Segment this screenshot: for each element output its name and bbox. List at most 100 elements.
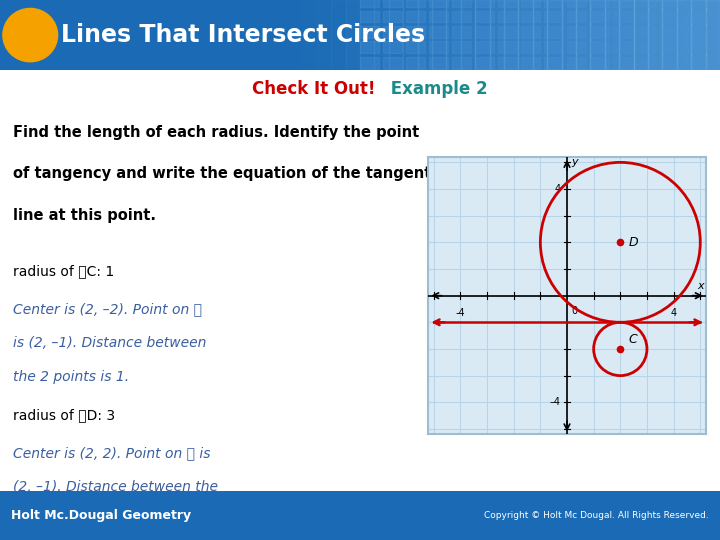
Bar xyxy=(544,26,563,38)
Bar xyxy=(613,10,632,23)
Bar xyxy=(360,10,379,23)
Bar xyxy=(634,0,648,70)
Bar xyxy=(590,0,609,7)
Text: Find the length of each radius. Identify the point: Find the length of each radius. Identify… xyxy=(13,125,419,140)
Bar xyxy=(636,42,655,53)
Bar xyxy=(683,26,701,38)
Bar xyxy=(360,26,379,38)
Circle shape xyxy=(3,9,58,62)
Bar xyxy=(521,57,540,69)
Bar xyxy=(429,42,448,53)
Bar xyxy=(567,42,586,53)
Bar xyxy=(461,0,475,70)
Bar xyxy=(660,57,678,69)
Bar xyxy=(660,26,678,38)
Bar xyxy=(475,42,494,53)
Bar xyxy=(706,0,720,70)
Bar xyxy=(498,0,517,7)
Text: Copyright © Holt Mc Dougal. All Rights Reserved.: Copyright © Holt Mc Dougal. All Rights R… xyxy=(485,511,709,520)
Bar xyxy=(660,0,678,7)
Text: 2 points is 3.: 2 points is 3. xyxy=(13,514,102,528)
Bar xyxy=(490,0,504,70)
Bar xyxy=(613,57,632,69)
Bar xyxy=(590,57,609,69)
Bar xyxy=(288,0,302,70)
Bar xyxy=(360,42,379,53)
Bar xyxy=(432,0,446,70)
Bar xyxy=(533,0,547,70)
Text: line at this point.: line at this point. xyxy=(13,208,156,223)
Text: Lines That Intersect Circles: Lines That Intersect Circles xyxy=(61,23,426,47)
Bar xyxy=(452,57,471,69)
Text: 4: 4 xyxy=(670,308,677,318)
Bar xyxy=(590,10,609,23)
Bar xyxy=(389,0,403,70)
Bar xyxy=(660,10,678,23)
Bar xyxy=(590,0,605,70)
Text: is (2, –1). Distance between: is (2, –1). Distance between xyxy=(13,336,207,350)
Bar xyxy=(429,10,448,23)
Bar xyxy=(383,26,402,38)
Text: 4: 4 xyxy=(554,184,560,194)
Bar xyxy=(429,26,448,38)
Bar xyxy=(403,0,418,70)
Bar xyxy=(331,0,346,70)
Bar xyxy=(429,57,448,69)
Text: radius of ⎌C: 1: radius of ⎌C: 1 xyxy=(13,265,114,279)
Bar xyxy=(317,0,331,70)
Text: –4: –4 xyxy=(549,397,560,407)
Bar xyxy=(383,0,402,7)
Bar xyxy=(636,10,655,23)
Bar xyxy=(544,57,563,69)
Bar xyxy=(498,10,517,23)
Bar xyxy=(648,0,662,70)
Bar xyxy=(706,10,720,23)
Bar xyxy=(706,26,720,38)
Bar xyxy=(452,42,471,53)
Bar xyxy=(613,42,632,53)
Bar xyxy=(521,42,540,53)
Text: D: D xyxy=(629,236,638,249)
Bar xyxy=(706,57,720,69)
Bar xyxy=(691,0,706,70)
Bar xyxy=(547,0,562,70)
Bar xyxy=(383,57,402,69)
Text: C: C xyxy=(629,333,637,346)
Bar xyxy=(660,42,678,53)
Bar xyxy=(613,26,632,38)
Bar xyxy=(590,26,609,38)
Bar xyxy=(475,0,494,7)
Bar xyxy=(567,26,586,38)
Bar xyxy=(406,0,425,7)
Bar xyxy=(636,26,655,38)
Bar xyxy=(383,42,402,53)
Bar xyxy=(636,57,655,69)
Bar xyxy=(475,0,490,70)
Bar xyxy=(567,0,586,7)
Bar xyxy=(475,26,494,38)
Bar xyxy=(406,10,425,23)
Bar xyxy=(498,57,517,69)
Bar xyxy=(521,10,540,23)
Text: radius of ⎌D: 3: radius of ⎌D: 3 xyxy=(13,408,115,422)
Bar xyxy=(567,57,586,69)
Text: -4: -4 xyxy=(456,308,465,318)
Bar xyxy=(636,0,655,7)
Text: Holt Mc.Dougal Geometry: Holt Mc.Dougal Geometry xyxy=(11,509,191,522)
Bar xyxy=(406,42,425,53)
Bar xyxy=(544,42,563,53)
Bar xyxy=(677,0,691,70)
Bar xyxy=(562,0,576,70)
Bar xyxy=(418,0,432,70)
Bar xyxy=(360,57,379,69)
Bar xyxy=(590,42,609,53)
Bar xyxy=(613,0,632,7)
Bar xyxy=(406,57,425,69)
Text: Check It Out!: Check It Out! xyxy=(252,80,376,98)
Bar xyxy=(544,10,563,23)
Bar xyxy=(662,0,677,70)
Bar xyxy=(475,57,494,69)
Bar xyxy=(619,0,634,70)
Bar xyxy=(346,0,360,70)
Bar xyxy=(683,0,701,7)
